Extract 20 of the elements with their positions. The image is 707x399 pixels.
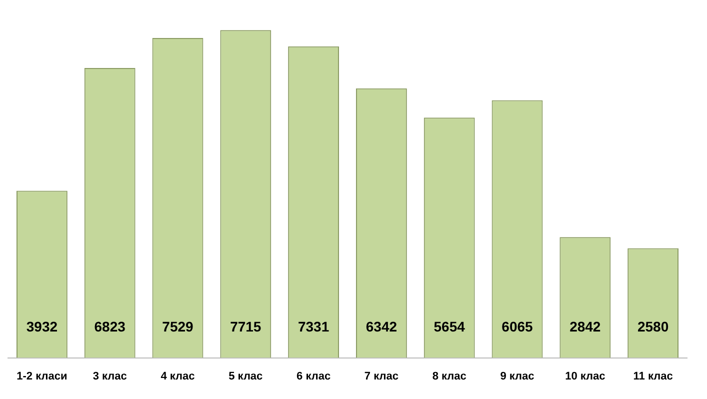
data-label: 5654	[434, 318, 466, 335]
x-tick-label: 5 клас	[228, 370, 263, 382]
x-tick-label: 6 клас	[296, 370, 331, 382]
data-label: 2580	[637, 318, 669, 335]
data-label: 7529	[162, 318, 194, 335]
x-tick-label: 3 клас	[92, 370, 127, 382]
x-tick-label: 11 клас	[633, 370, 673, 382]
data-label: 6342	[366, 318, 398, 335]
x-tick-label: 10 клас	[565, 370, 606, 382]
x-tick-label: 9 клас	[500, 370, 534, 382]
data-label: 6065	[502, 318, 534, 335]
x-tick-label: 4 клас	[160, 370, 195, 382]
data-label: 7715	[230, 318, 262, 335]
x-tick-label: 7 клас	[364, 370, 398, 382]
data-label: 3932	[26, 318, 58, 335]
x-tick-label: 1-2 класи	[16, 370, 68, 382]
x-tick-label: 8 клас	[432, 370, 466, 382]
data-label: 7331	[298, 318, 330, 335]
data-label: 2842	[570, 318, 601, 335]
data-label: 6823	[94, 318, 126, 335]
